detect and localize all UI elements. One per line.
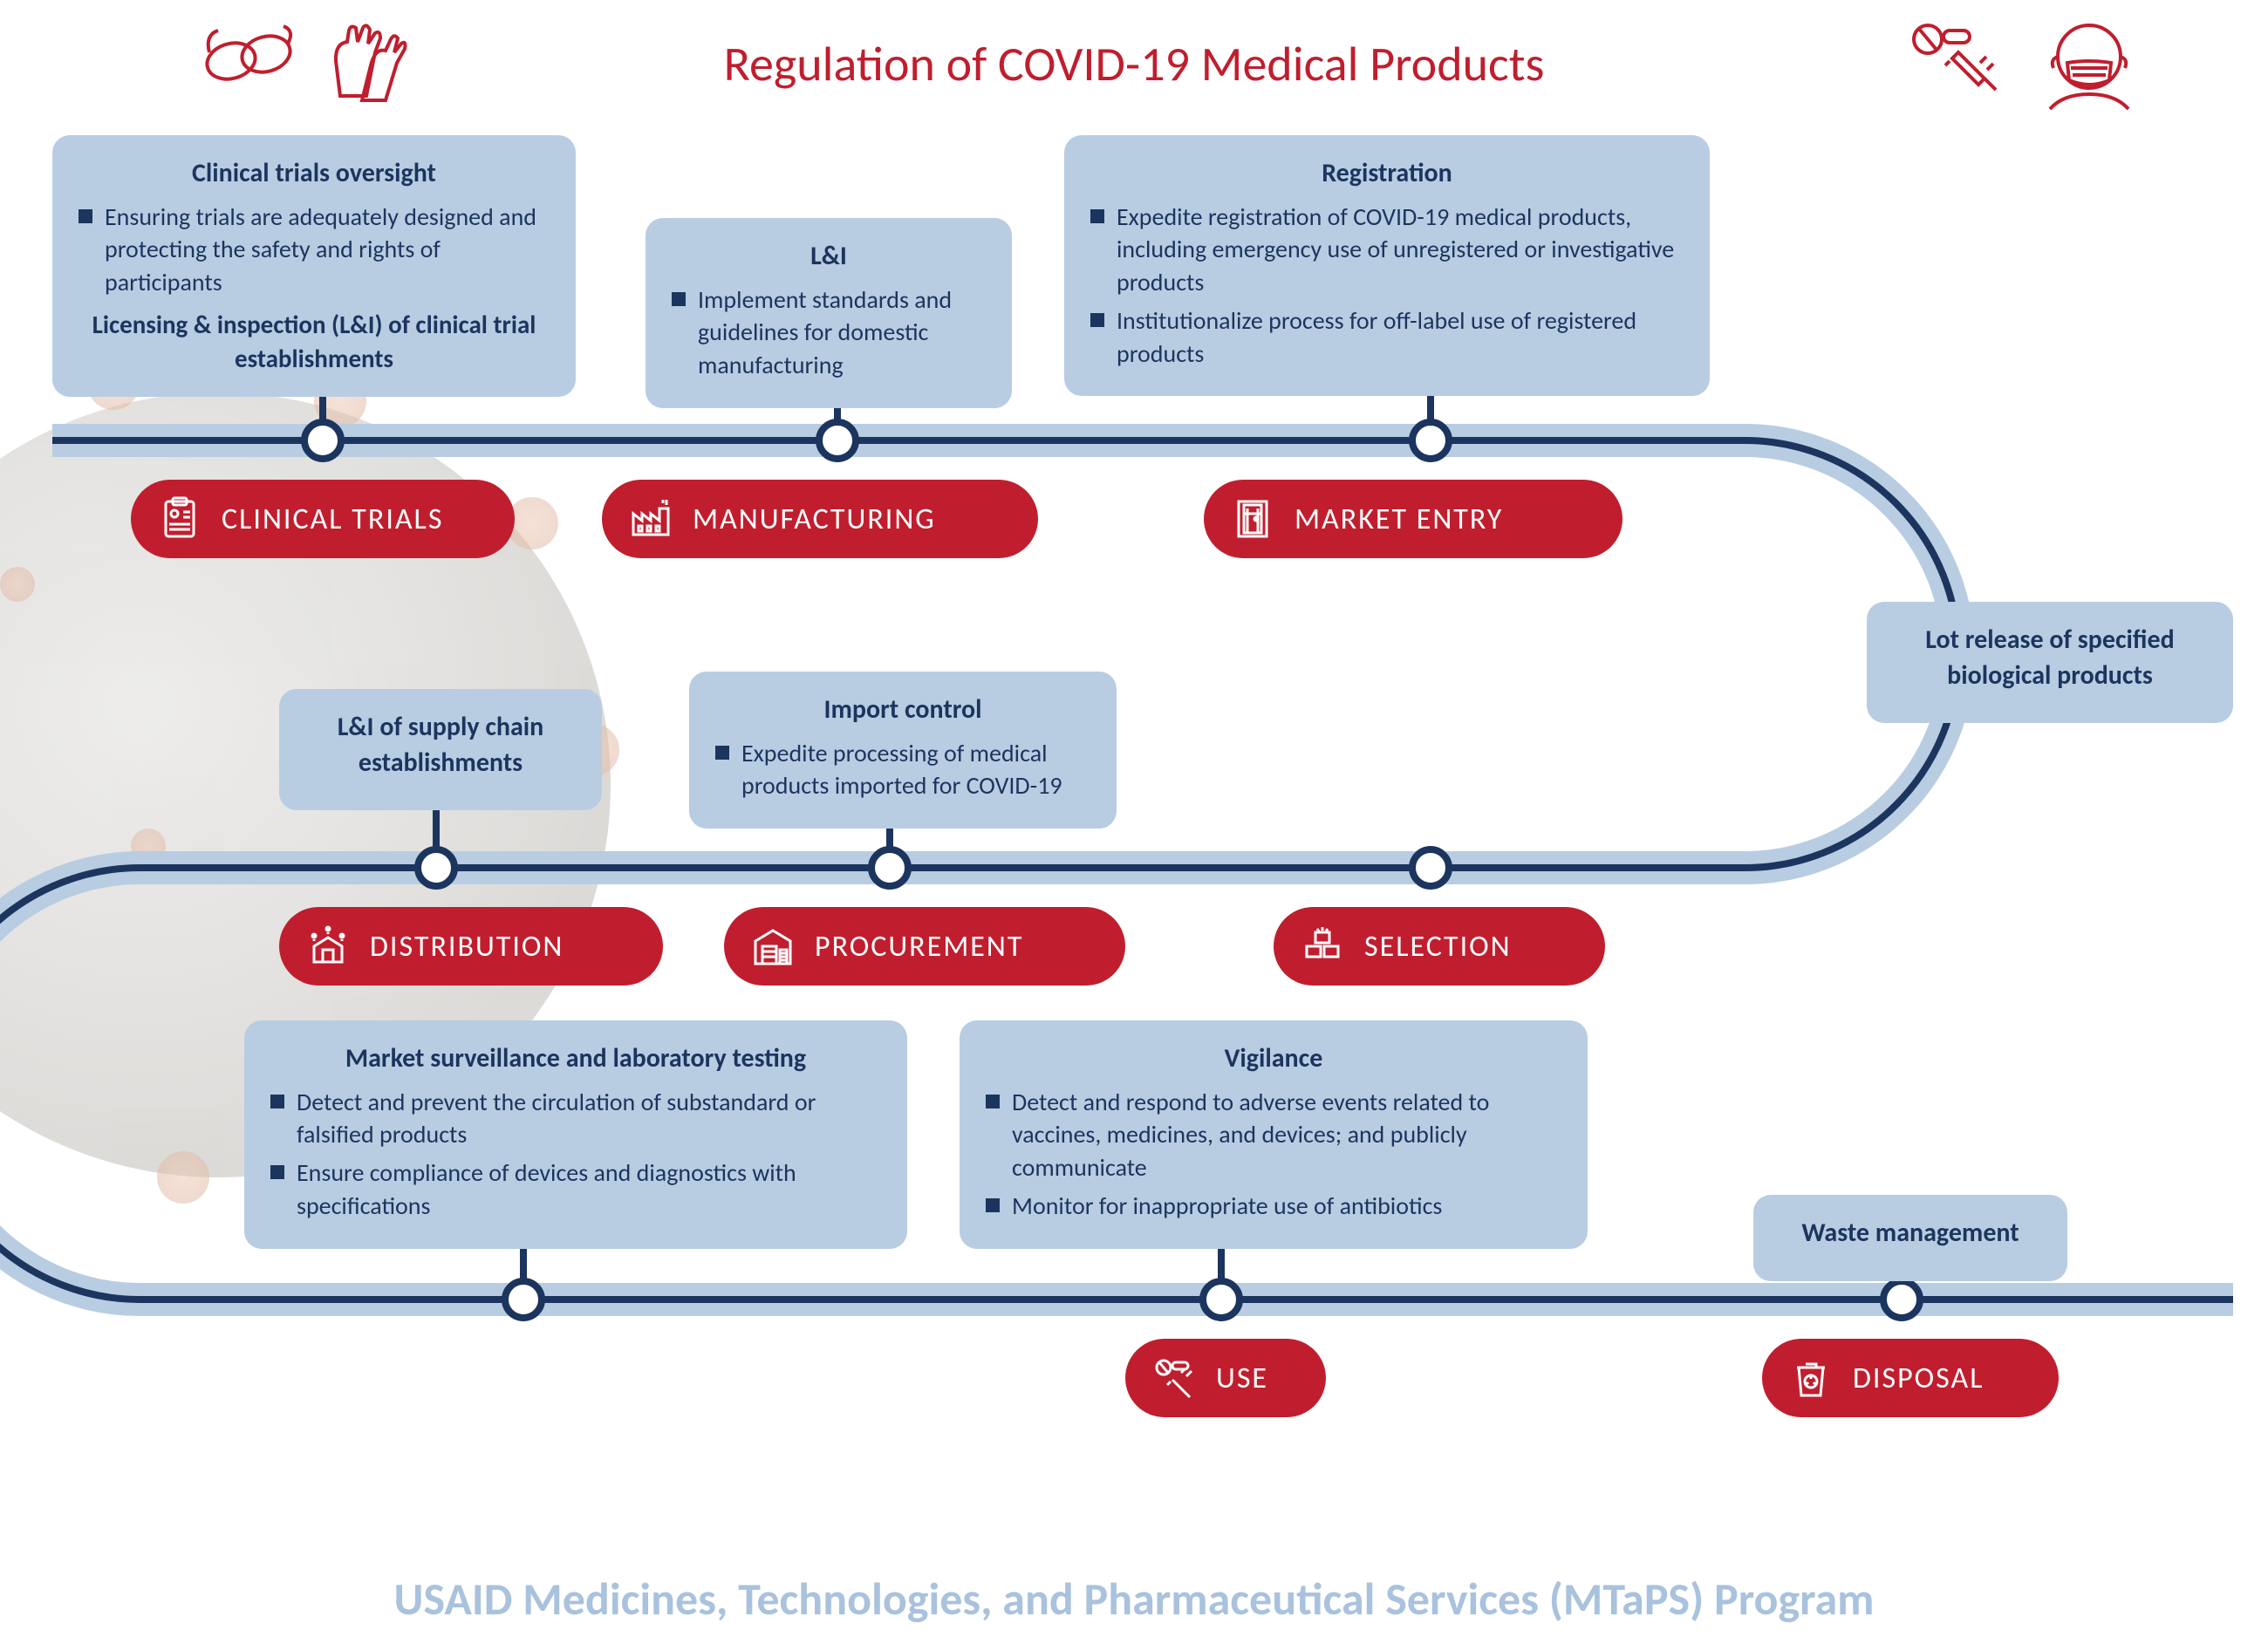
callout-title: Vigilance [986,1041,1561,1077]
pill-label: DISTRIBUTION [370,929,564,965]
bullet: Monitor for inappropriate use of antibio… [986,1190,1561,1223]
pill-manufacturing: MANUFACTURING [602,480,1038,558]
bullet: Institutionalize process for off-label u… [1090,304,1684,371]
node-use [1199,1278,1243,1321]
node-selection [1409,846,1452,890]
clipboard-icon [155,495,204,543]
node-ms-node [502,1278,545,1321]
callout-title: L&I [672,239,986,275]
callout-title: L&I of supply chain establishments [305,710,576,781]
callout-bullets: Expedite processing of medical products … [715,737,1090,803]
callout-bullets: Ensuring trials are adequately designed … [79,201,550,299]
masked-person-icon [2032,17,2146,118]
callout-clinical-oversight: Clinical trials oversight Ensuring trials… [52,135,576,397]
bullet: Expedite processing of medical products … [715,737,1090,803]
callout-title: Clinical trials oversight [79,156,550,192]
pill-label: USE [1216,1361,1268,1396]
callout-market-surveillance: Market surveillance and laboratory testi… [244,1020,907,1249]
callout-title: Market surveillance and laboratory testi… [270,1041,881,1077]
callout-vigilance: Vigilance Detect and respond to adverse e… [960,1020,1588,1249]
goggles-icon [201,17,297,100]
callout-title: Registration [1090,156,1684,192]
pill-distribution: DISTRIBUTION [279,907,663,986]
pill-syringe-icon [1902,17,2006,109]
callout-bullets: Expedite registration of COVID-19 medica… [1090,201,1684,371]
trash-icon [1786,1354,1835,1402]
callout-title: Waste management [1780,1216,2041,1252]
node-clinical-trials [301,419,345,462]
callout-bullets: Detect and respond to adverse events rel… [986,1086,1561,1223]
pill-label: SELECTION [1364,929,1512,965]
callout-bullets: Implement standards and guidelines for d… [672,283,986,382]
bullet: Ensuring trials are adequately designed … [79,201,550,299]
pill-clinical-trials: CLINICAL TRIALS [131,480,515,558]
node-disposal [1880,1278,1923,1321]
bullet: Expedite registration of COVID-19 medica… [1090,201,1684,299]
callout-bullets: Detect and prevent the circulation of su… [270,1086,881,1223]
bullet: Detect and prevent the circulation of su… [270,1086,881,1152]
pill-disposal: DISPOSAL [1762,1339,2059,1417]
bullet: Detect and respond to adverse events rel… [986,1086,1561,1184]
boxes-icon [1298,922,1347,971]
warehouse-icon [748,922,797,971]
pill-label: PROCUREMENT [815,929,1023,965]
pill-label: CLINICAL TRIALS [222,501,443,537]
bullet: Implement standards and guidelines for d… [672,283,986,382]
door-icon [1228,495,1277,543]
pill-use: USE [1125,1339,1326,1417]
callout-li-manufacturing: L&I Implement standards and guidelines fo… [646,218,1012,408]
footer-text: USAID Medicines, Technologies, and Pharm… [0,1571,2268,1627]
callout-registration: Registration Expedite registration of COV… [1064,135,1710,396]
callout-waste-mgmt: Waste management [1753,1195,2067,1281]
callout-title: Lot release of specified biological prod… [1893,623,2207,693]
callout-lot-release-callout: Lot release of specified biological prod… [1867,602,2233,723]
gloves-icon [314,17,410,109]
callout-title: Import control [715,692,1090,728]
node-distribution [414,846,458,890]
pill-label: MARKET ENTRY [1295,501,1503,537]
pill-selection: SELECTION [1274,907,1605,986]
callout-import-control: Import control Expedite processing of med… [689,672,1117,829]
node-market-entry [1409,419,1452,462]
pill-syringe-icon [1150,1354,1199,1402]
pill-procurement: PROCUREMENT [724,907,1125,986]
factory-icon [626,495,675,543]
bullet: Ensure compliance of devices and diagnos… [270,1156,881,1223]
pill-label: DISPOSAL [1853,1361,1984,1396]
callout-subtitle: Licensing & inspection (L&I) of clinical… [79,308,550,376]
node-procurement [868,846,912,890]
node-manufacturing [816,419,859,462]
pill-label: MANUFACTURING [693,501,936,537]
pill-market-entry: MARKET ENTRY [1204,480,1622,558]
hub-icon [304,922,352,971]
callout-li-supply: L&I of supply chain establishments [279,689,602,810]
